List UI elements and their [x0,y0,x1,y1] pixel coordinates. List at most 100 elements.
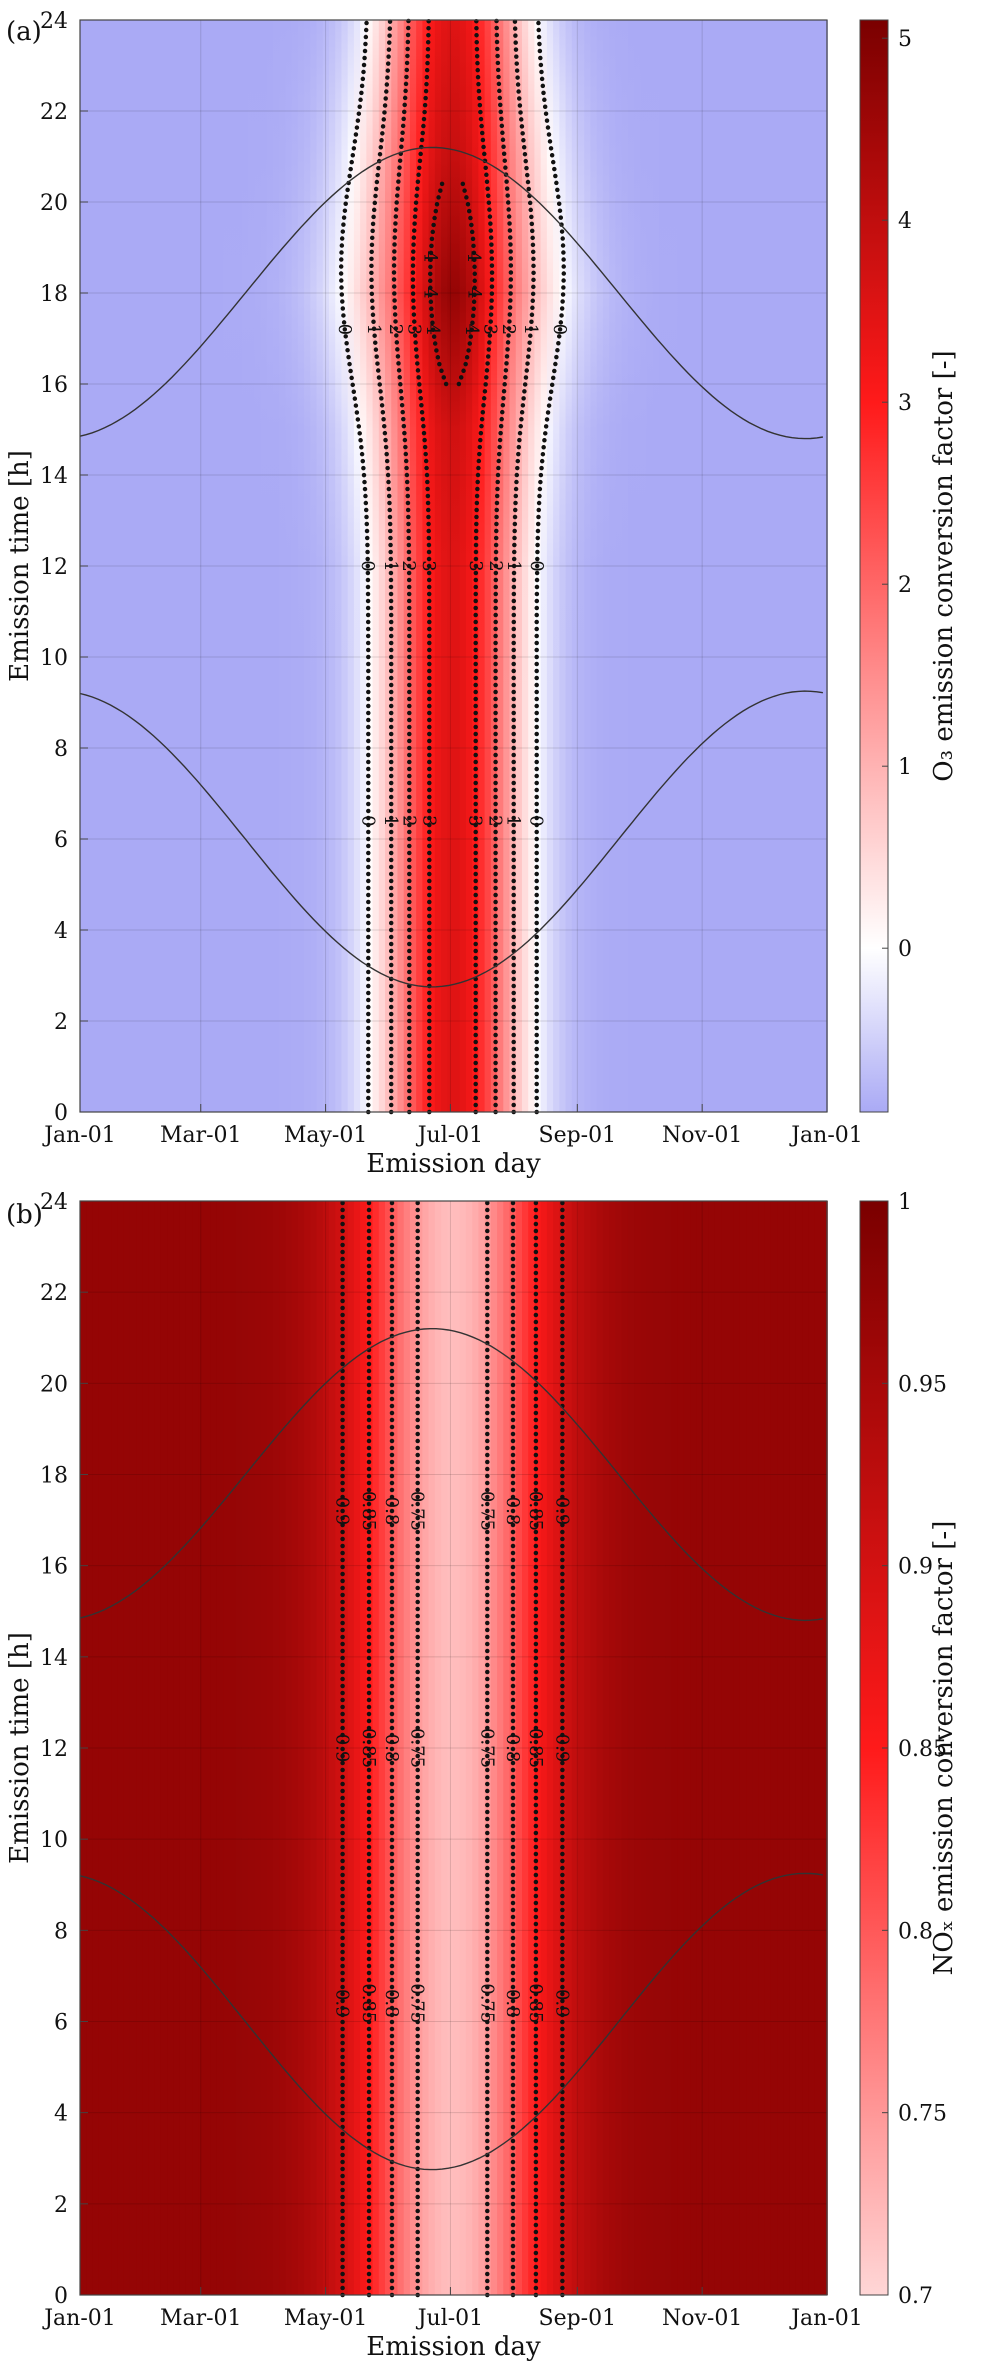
y-tick-label: 0 [54,1101,68,1126]
contour-label-group: 4 [420,251,441,262]
colorbar-tick-label: 0 [898,937,912,962]
heatmap-cell [129,20,137,1112]
heatmap-cell [602,1201,610,2295]
contour-label: 1 [363,324,384,335]
heatmap-cell [515,1201,523,2295]
heatmap-cell [453,20,461,1112]
contour-label: 0.75 [407,1491,428,1531]
heatmap-cell [621,20,629,1112]
heatmap-cell [478,1201,486,2295]
heatmap-cell [602,20,610,1112]
heatmap-cell [316,1201,324,2295]
panel-label: (a) [6,17,42,47]
contour-label-group: 3 [418,815,439,826]
contour-label-group: 0.9 [551,1734,572,1763]
heatmap-cell [721,1201,729,2295]
heatmap-cell [758,1201,766,2295]
heatmap-cell [248,1201,256,2295]
contour-label: 0.75 [407,1728,428,1768]
contour-label: 4 [463,251,484,262]
contour-line [338,17,371,1115]
contour-label-group: 1 [380,815,401,826]
heatmap-cell [98,20,106,1112]
contour-label: 1 [503,560,524,571]
heatmap-cell [677,20,685,1112]
contour-label-group: 0 [357,815,378,826]
heatmap-cell [372,20,380,1112]
contour-line [473,17,495,1115]
contour-line [391,17,412,1115]
heatmap-cell [329,20,337,1112]
heatmap-cell [229,20,237,1112]
colorbar: 0 1 2 3 4 5 O₃ emission conversion factor [-] [859,19,959,1113]
contour-label: 0.85 [525,1983,546,2023]
y-tick-label: 16 [40,1555,68,1580]
heatmap-cell [521,1201,529,2295]
colorbar-tick-label: 0.8 [898,1919,933,1944]
y-tick-label: 2 [54,1010,68,1035]
contour-label-group: 0 [549,324,570,335]
heatmap-cell [142,1201,150,2295]
heatmap-cell [297,20,305,1112]
contour-label-group: 0 [526,815,547,826]
heatmap-cell [167,20,175,1112]
contour-label: 2 [398,815,419,826]
y-tick-label: 8 [54,737,68,762]
heatmap-cell [490,1201,498,2295]
heatmap-cell [808,1201,816,2295]
contour-label: 0 [526,815,547,826]
heatmap-cell [347,1201,355,2295]
heatmap-cell [802,20,810,1112]
contour-line [456,181,478,387]
heatmap-cell [615,20,623,1112]
heatmap-cell [210,20,218,1112]
heatmap-cell [167,1201,175,2295]
x-tick-label: Nov-01 [662,2306,742,2331]
contour-label: 1 [503,815,524,826]
x-tick-label: May-01 [284,2306,368,2331]
sunrise-curve [79,1872,824,2171]
heatmap-cell [397,1201,405,2295]
heatmap-cell [279,1201,287,2295]
heatmap-cell [248,20,256,1112]
sunrise-curve [79,690,824,988]
heatmap-cell [596,1201,604,2295]
heatmap-cell [329,1201,337,2295]
contour-label-group: 3 [479,324,500,335]
colorbar: 0.7 0.75 0.8 0.85 0.9 0.95 1 NOₓ emission conve… [859,1190,959,2309]
heatmap-cell [795,1201,803,2295]
y-tick-label: 20 [40,191,68,216]
contour-label-group: 4 [463,251,484,262]
heatmap-cell [235,20,243,1112]
contour-label: 2 [498,324,519,335]
contour-label: 3 [418,560,439,571]
heatmap-cell [758,20,766,1112]
heatmap-cell [590,20,598,1112]
heatmap-cell [615,1201,623,2295]
colorbar-tick-label: 4 [898,209,912,234]
heatmap-cell [241,1201,249,2295]
heatmap-cell [204,20,212,1112]
contour-label-group: 3 [418,560,439,571]
heatmap-cell [733,1201,741,2295]
heatmap-cell [285,20,293,1112]
contour-line [410,17,432,1115]
x-tick-label: Sep-01 [539,2306,617,2331]
contour-label-group: 0.85 [525,1983,546,2023]
heatmap-cell [142,20,150,1112]
heatmap-cell [459,1201,467,2295]
contour-label-group: 0 [526,560,547,571]
heatmap-cell [764,1201,772,2295]
heatmap-cell [198,20,206,1112]
contour-label: 1 [380,560,401,571]
x-tick-label: Jan-01 [42,1123,116,1148]
heatmap-cell [272,20,280,1112]
contour-label-group: 0.8 [502,1734,523,1763]
y-tick-label: 8 [54,1919,68,1944]
x-tick-label: Jul-01 [416,2306,483,2331]
heatmap-cell [808,20,816,1112]
heatmap-cell [702,1201,710,2295]
contour-label-group: 0.75 [476,1983,497,2023]
y-tick-label: 6 [54,828,68,853]
